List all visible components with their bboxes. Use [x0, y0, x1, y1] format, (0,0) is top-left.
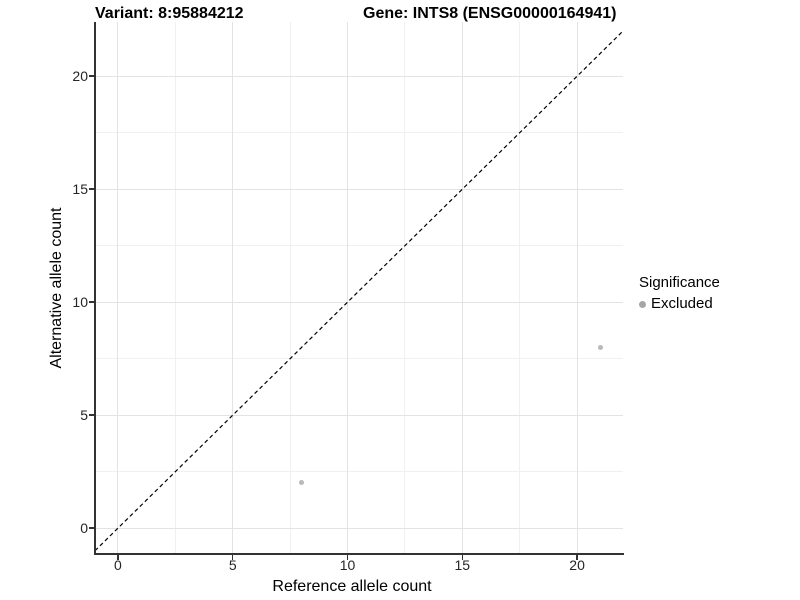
- x-tick-label: 20: [569, 557, 585, 573]
- data-point: [299, 480, 305, 486]
- x-tick-mark: [576, 554, 578, 560]
- x-tick-label: 10: [339, 557, 356, 573]
- y-minor-gridline: [95, 471, 623, 473]
- y-minor-gridline: [95, 245, 623, 247]
- x-major-gridline: [461, 22, 463, 553]
- x-minor-gridline: [519, 22, 521, 553]
- y-minor-gridline: [95, 358, 623, 360]
- x-tick-label: 5: [228, 557, 237, 573]
- y-tick-mark: [89, 188, 95, 190]
- legend-point-icon: [639, 300, 646, 308]
- x-axis-line: [94, 553, 624, 555]
- x-tick-mark: [117, 554, 119, 560]
- y-tick-label: 5: [80, 407, 88, 424]
- x-axis-title: Reference allele count: [272, 578, 432, 595]
- y-major-gridline: [95, 75, 623, 77]
- x-major-gridline: [347, 22, 349, 553]
- plot-title-variant: Variant: 8:95884212: [95, 5, 244, 22]
- y-tick-label: 10: [72, 294, 88, 311]
- legend: Significance Excluded: [639, 274, 720, 313]
- identity-line-layer: [95, 30, 623, 552]
- y-tick-label: 0: [80, 520, 88, 537]
- y-major-gridline: [95, 301, 623, 303]
- x-major-gridline: [576, 22, 578, 553]
- x-minor-gridline: [174, 22, 176, 553]
- x-major-gridline: [232, 22, 234, 553]
- identity-dashed-line: [95, 30, 623, 552]
- legend-item-label: Excluded: [651, 295, 713, 312]
- x-tick-mark: [346, 554, 349, 560]
- y-tick-label: 15: [72, 181, 88, 198]
- x-tick-label: 15: [454, 557, 471, 573]
- x-minor-gridline: [404, 22, 406, 553]
- x-major-gridline: [117, 22, 119, 553]
- legend-item-excluded: Excluded: [639, 295, 720, 313]
- x-tick-label: 0: [114, 557, 122, 573]
- y-tick-mark: [89, 414, 95, 416]
- plot-title-gene: Gene: INTS8 (ENSG00000164941): [363, 5, 617, 22]
- x-minor-gridline: [289, 22, 291, 553]
- y-tick-mark: [89, 301, 95, 303]
- y-axis-line: [94, 22, 96, 554]
- y-minor-gridline: [95, 132, 623, 134]
- data-point: [597, 344, 603, 350]
- y-tick-mark: [89, 75, 95, 77]
- y-major-gridline: [95, 188, 623, 190]
- legend-title: Significance: [639, 274, 720, 291]
- y-major-gridline: [95, 527, 623, 529]
- plot-panel: [95, 22, 623, 553]
- x-tick-mark: [231, 554, 234, 560]
- x-tick-mark: [461, 554, 464, 560]
- y-tick-label: 20: [72, 68, 88, 85]
- y-axis-title: Alternative allele count: [48, 207, 65, 369]
- y-major-gridline: [95, 414, 623, 416]
- y-tick-mark: [89, 527, 95, 529]
